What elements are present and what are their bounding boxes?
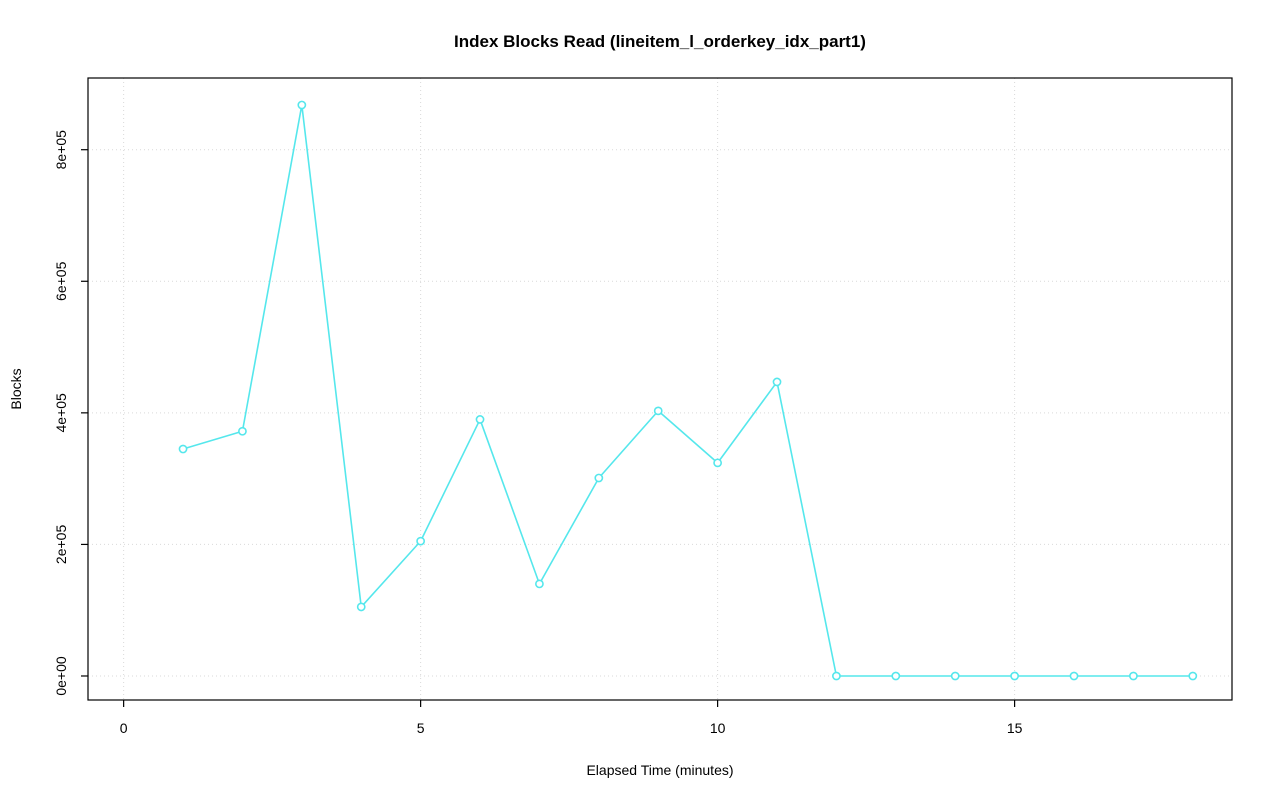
x-tick-label: 0 xyxy=(120,720,128,736)
x-tick-label: 15 xyxy=(1007,720,1023,736)
data-point xyxy=(238,426,247,436)
y-tick-label: 6e+05 xyxy=(53,261,69,301)
data-point xyxy=(535,579,544,589)
data-point xyxy=(772,377,782,387)
data-point xyxy=(713,458,723,468)
x-tick-label: 10 xyxy=(710,720,726,736)
chart-title: Index Blocks Read (lineitem_l_orderkey_i… xyxy=(454,32,866,51)
data-point xyxy=(653,406,663,416)
y-tick-label: 2e+05 xyxy=(53,525,69,565)
y-tick-label: 8e+05 xyxy=(53,130,69,170)
data-point xyxy=(1188,671,1198,681)
y-tick-label: 0e+00 xyxy=(53,656,69,696)
data-point xyxy=(416,536,426,546)
data-point xyxy=(950,671,960,681)
data-line xyxy=(182,104,1194,677)
y-tick-label: 4e+05 xyxy=(53,393,69,433)
data-point xyxy=(178,444,188,454)
data-point xyxy=(1069,671,1079,681)
x-tick-label: 5 xyxy=(417,720,425,736)
data-point xyxy=(1128,671,1138,681)
data-point xyxy=(475,415,485,424)
data-point xyxy=(832,671,841,681)
data-point xyxy=(1010,671,1020,681)
data-point xyxy=(891,671,901,681)
data-point xyxy=(594,473,604,483)
data-point xyxy=(297,100,307,110)
data-point xyxy=(356,602,366,612)
y-axis-label: Blocks xyxy=(8,368,24,410)
plot-border xyxy=(87,77,1233,701)
x-axis-label: Elapsed Time (minutes) xyxy=(586,762,734,778)
